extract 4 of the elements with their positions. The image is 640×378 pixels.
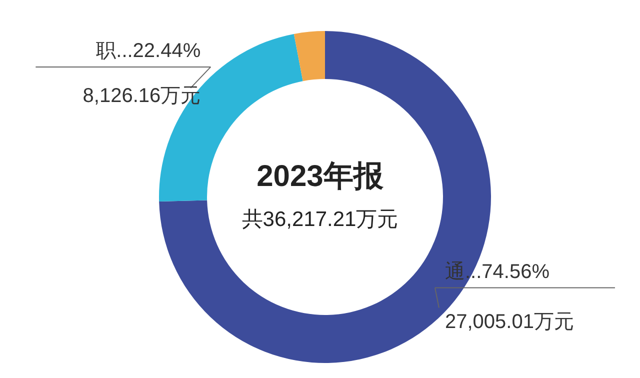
text: 27,005.01万元	[444, 310, 574, 333]
text: 共36,217.21万元	[242, 208, 398, 231]
text: 2023年报	[256, 160, 384, 193]
donut-slice	[294, 31, 325, 82]
